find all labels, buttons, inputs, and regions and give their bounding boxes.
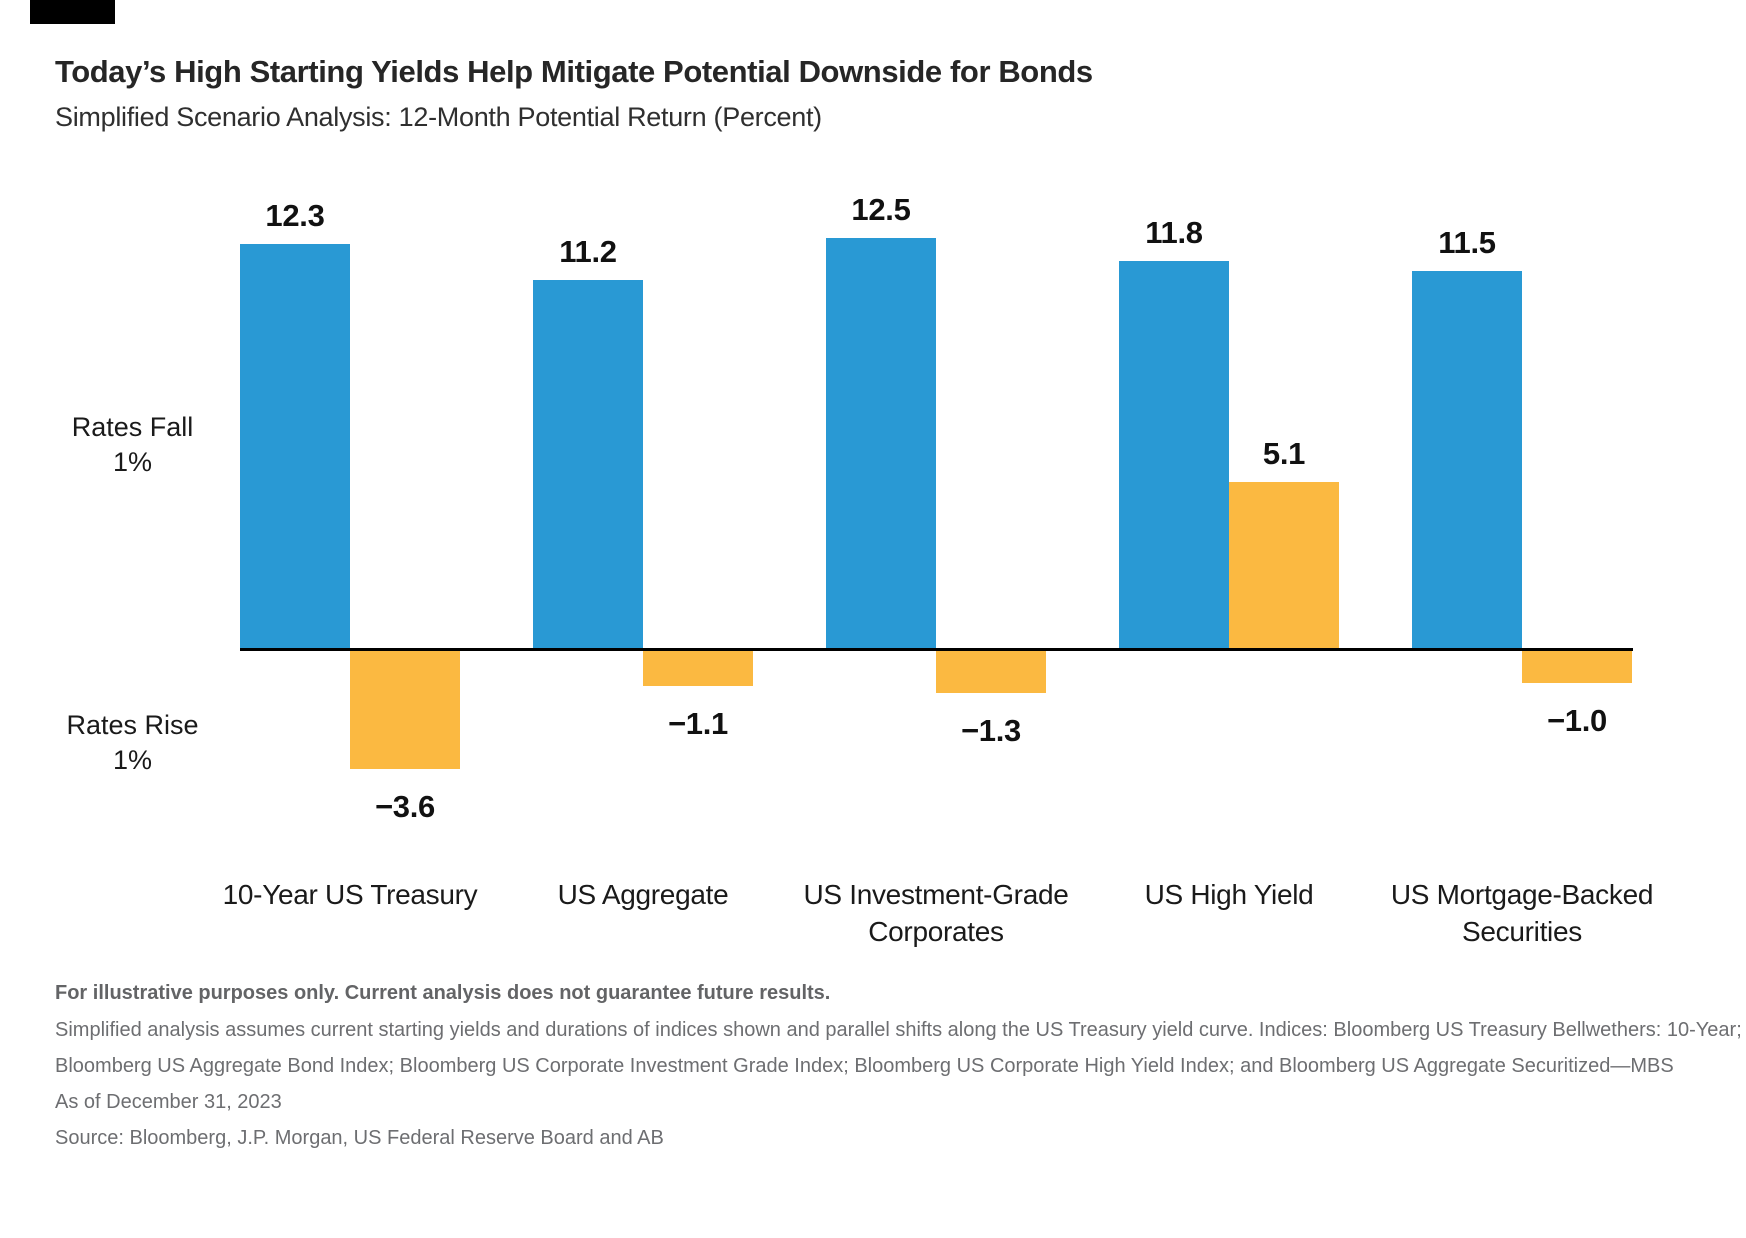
bar-value-label: 12.3 bbox=[265, 198, 325, 234]
bar-rates-rise-1 bbox=[936, 650, 1046, 693]
chart-title: Today’s High Starting Yields Help Mitiga… bbox=[55, 54, 1093, 89]
bar-value-label: −1.1 bbox=[668, 706, 728, 742]
footnote-source: Source: Bloomberg, J.P. Morgan, US Feder… bbox=[55, 1127, 664, 1149]
category-label: US Investment-Grade Corporates bbox=[766, 876, 1106, 950]
category-label: 10-Year US Treasury bbox=[180, 876, 520, 913]
bar-value-label: 5.1 bbox=[1262, 435, 1306, 471]
bar-rates-fall-1 bbox=[240, 244, 350, 650]
bar-value-label: 11.2 bbox=[559, 234, 617, 270]
axis-label-rates-rise: Rates Rise 1% bbox=[20, 708, 245, 778]
axis-label-rates-fall-line2: 1% bbox=[112, 447, 153, 477]
ab-logo-mark bbox=[30, 0, 115, 24]
category-label-line: 10-Year US Treasury bbox=[222, 879, 478, 910]
category-label-line: Corporates bbox=[868, 916, 1004, 947]
bar-value-label: 11.8 bbox=[1145, 214, 1203, 250]
chart-subtitle: Simplified Scenario Analysis: 12-Month P… bbox=[55, 102, 822, 132]
x-axis-line bbox=[240, 648, 1633, 651]
bar-value-label: −1.0 bbox=[1547, 703, 1607, 738]
category-label-line: US High Yield bbox=[1144, 879, 1314, 910]
bar-rates-fall-1 bbox=[1412, 270, 1522, 650]
category-label: US Aggregate bbox=[473, 876, 813, 913]
category-label-line: US Investment-Grade bbox=[803, 879, 1069, 910]
footnote-methodology-line1: Simplified analysis assumes current star… bbox=[55, 1019, 1742, 1041]
footnote-methodology-line2: Bloomberg US Aggregate Bond Index; Bloom… bbox=[55, 1055, 1674, 1077]
axis-label-rates-rise-line1: Rates Rise bbox=[66, 710, 199, 740]
bar-rates-fall-1 bbox=[1119, 260, 1229, 650]
footnote-disclaimer: For illustrative purposes only. Current … bbox=[55, 982, 831, 1004]
axis-label-rates-fall: Rates Fall 1% bbox=[20, 410, 245, 480]
bar-value-label: 11.5 bbox=[1438, 224, 1496, 260]
footnote-as-of-date: As of December 31, 2023 bbox=[55, 1091, 282, 1113]
category-label: US Mortgage-Backed Securities bbox=[1352, 876, 1692, 950]
category-label-line: US Aggregate bbox=[557, 879, 729, 910]
bar-rates-fall-1 bbox=[533, 280, 643, 650]
bar-value-label: −3.6 bbox=[375, 788, 435, 824]
category-label-line: US Mortgage-Backed bbox=[1390, 879, 1654, 910]
bar-rates-rise-1 bbox=[350, 650, 460, 769]
axis-label-rates-fall-line1: Rates Fall bbox=[71, 412, 194, 442]
bar-value-label: 12.5 bbox=[851, 191, 911, 227]
bar-rates-fall-1 bbox=[826, 237, 936, 650]
category-label: US High Yield bbox=[1059, 876, 1399, 913]
category-label-line: Securities bbox=[1462, 916, 1582, 947]
bar-rates-rise-1 bbox=[1229, 481, 1339, 650]
bar-value-label: −1.3 bbox=[961, 712, 1021, 748]
bar-rates-rise-1 bbox=[1522, 650, 1632, 683]
bar-rates-rise-1 bbox=[643, 650, 753, 687]
axis-label-rates-rise-line2: 1% bbox=[112, 745, 153, 775]
